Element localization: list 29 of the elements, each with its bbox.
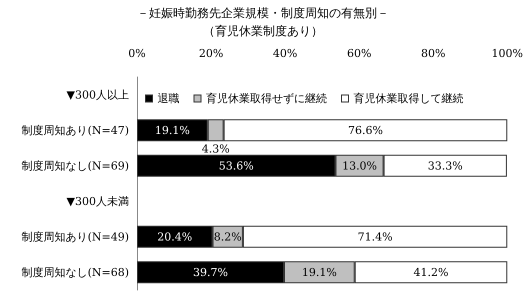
y-tick-label: 制度周知なし(N=69) xyxy=(22,159,129,172)
data-label: 4.3% xyxy=(202,142,230,156)
legend-label: 育児休業取得せずに継続 xyxy=(206,92,327,105)
y-tick-label: 制度周知なし(N=68) xyxy=(22,266,129,279)
y-tick-label: 制度周知あり(N=47) xyxy=(22,124,129,137)
x-tick-label: 20% xyxy=(198,47,224,60)
data-label: 53.6% xyxy=(218,159,254,172)
chart-subtitle: （育児休業制度あり） xyxy=(203,24,323,38)
data-label: 39.7% xyxy=(193,266,228,279)
chart-title: －妊娠時勤務先企業規模・制度周知の有無別－ xyxy=(137,6,389,20)
legend-label: 退職 xyxy=(158,92,180,105)
data-label: 19.1% xyxy=(302,266,337,279)
x-tick-label: 100% xyxy=(492,47,524,60)
y-tick-label: ▼300人未満 xyxy=(66,194,129,208)
data-label: 13.0% xyxy=(342,159,378,172)
data-label: 41.2% xyxy=(414,266,448,279)
y-tick-label: ▼300人以上 xyxy=(66,88,129,102)
data-label: 76.6% xyxy=(348,124,383,137)
data-label: 71.4% xyxy=(358,230,393,244)
x-tick-label: 60% xyxy=(346,47,372,60)
data-label: 33.3% xyxy=(428,159,463,172)
x-tick-label: 40% xyxy=(272,47,298,60)
legend-label: 育児休業取得して継続 xyxy=(354,92,464,105)
data-label: 20.4% xyxy=(157,230,192,244)
data-label: 8.2% xyxy=(214,230,242,244)
y-tick-label: 制度周知あり(N=49) xyxy=(22,230,129,244)
x-tick-label: 80% xyxy=(420,47,446,60)
data-label: 19.1% xyxy=(154,124,190,137)
x-tick-label: 0% xyxy=(128,47,146,60)
